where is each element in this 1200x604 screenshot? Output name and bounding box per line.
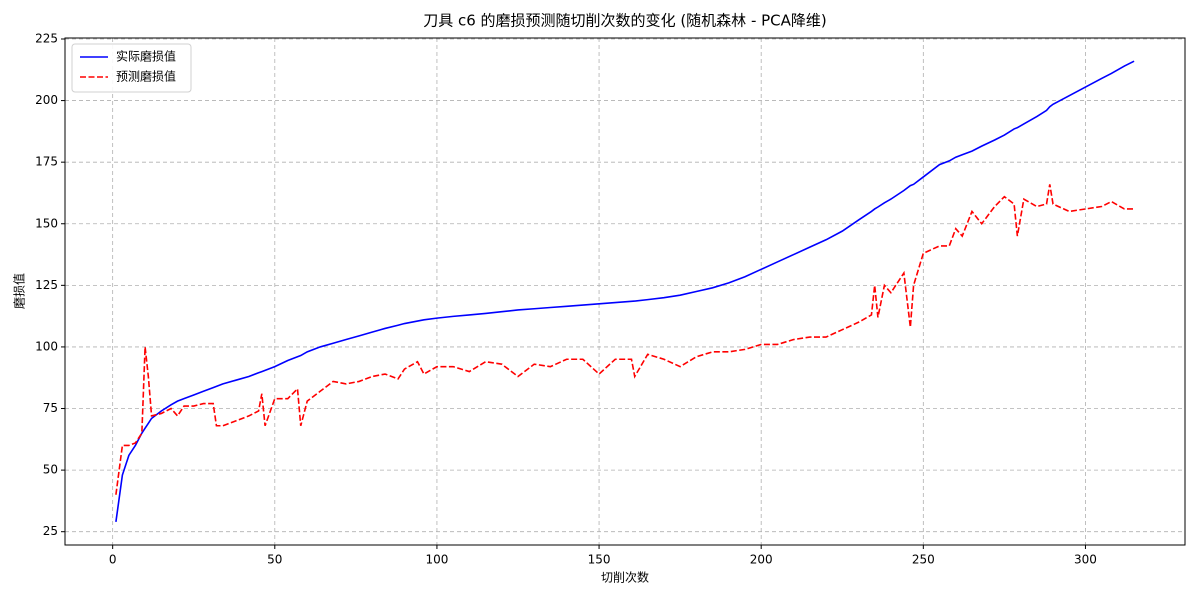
x-tick-label: 100 <box>425 553 448 567</box>
y-tick-label: 125 <box>35 278 58 292</box>
y-tick-label: 100 <box>35 339 58 353</box>
y-tick-label: 200 <box>35 93 58 107</box>
x-tick-label: 0 <box>109 553 117 567</box>
legend-label: 预测磨损值 <box>116 69 176 84</box>
y-tick-label: 175 <box>35 155 58 169</box>
data-line <box>115 60 1135 522</box>
y-tick-label: 75 <box>43 401 58 415</box>
x-tick-label: 50 <box>267 553 282 567</box>
y-tick-label: 50 <box>43 463 58 477</box>
legend-box <box>71 43 192 93</box>
plot-frame <box>64 37 1186 546</box>
y-tick-label: 150 <box>35 216 58 230</box>
x-tick-label: 300 <box>1074 553 1097 567</box>
y-axis-label: 磨损值 <box>12 273 27 309</box>
y-tick-label: 25 <box>43 524 58 538</box>
legend-label: 实际磨损值 <box>116 49 176 64</box>
x-tick-label: 250 <box>912 553 935 567</box>
y-tick-label: 225 <box>35 31 58 45</box>
x-tick-label: 150 <box>588 553 611 567</box>
x-tick-label: 200 <box>750 553 773 567</box>
chart-title: 刀具 c6 的磨损预测随切削次数的变化 (随机森林 - PCA降维) <box>423 12 827 30</box>
x-axis-label: 切削次数 <box>601 570 649 585</box>
data-line <box>115 184 1135 495</box>
